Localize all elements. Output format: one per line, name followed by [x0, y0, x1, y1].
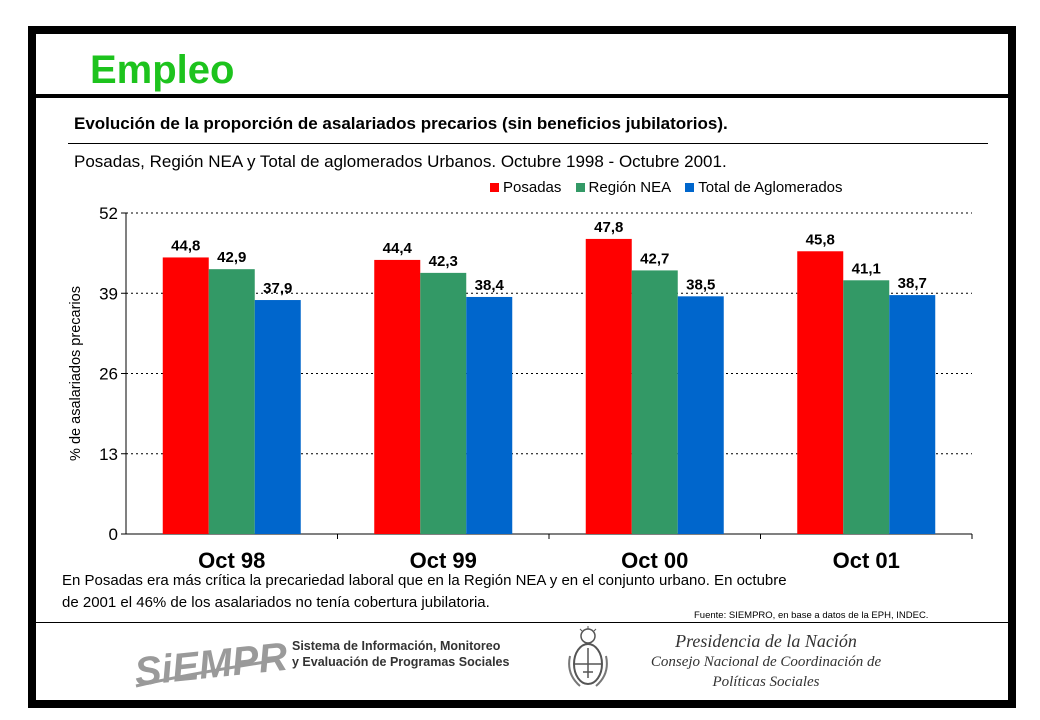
data-label-2-1: 42,7 — [640, 250, 669, 267]
legend-swatch-posadas — [490, 183, 499, 192]
bar-chart: 0 13 26 39 52 % de asalariados precarios Oct 9… — [68, 204, 973, 573]
x-tick-label-1: Oct 99 — [410, 548, 477, 573]
data-label-1-1: 42,3 — [429, 253, 458, 270]
bar-3-0 — [797, 251, 844, 534]
legend-swatch-total — [685, 183, 695, 192]
sistema-text: Sistema de Información, Monitoreo y Eval… — [292, 638, 509, 670]
sistema-line-2: y Evaluación de Programas Sociales — [292, 655, 510, 669]
national-crest-icon — [568, 626, 608, 687]
footer-divider — [36, 622, 1008, 623]
data-label-0-2: 37,9 — [263, 280, 292, 297]
legend-label-region-nea: Región NEA — [588, 179, 672, 196]
x-tick-label-3: Oct 01 — [833, 548, 900, 573]
legend-label-posadas: Posadas — [503, 179, 562, 196]
presidencia-line-2: Consejo Nacional de Coordinación de — [650, 654, 882, 670]
data-label-2-0: 47,8 — [594, 219, 623, 236]
y-tick-label-2: 26 — [99, 365, 118, 384]
chart-note: En Posadas era más crítica la precarieda… — [62, 572, 787, 611]
y-tick-label-0: 0 — [109, 525, 118, 544]
y-tick-label-3: 39 — [99, 284, 118, 303]
legend-item-posadas: Posadas — [490, 179, 561, 196]
data-label-3-0: 45,8 — [806, 231, 835, 248]
legend-item-total: Total de Aglomerados — [685, 179, 843, 196]
data-label-1-0: 44,4 — [383, 240, 413, 257]
data-label-0-0: 44,8 — [171, 237, 200, 254]
legend-swatch-region-nea — [575, 183, 585, 192]
legend-item-region-nea: Región NEA — [575, 179, 672, 196]
bar-1-1 — [420, 272, 467, 534]
data-label-3-2: 38,7 — [898, 275, 927, 292]
y-tick-label-1: 13 — [99, 445, 118, 464]
data-label-1-2: 38,4 — [475, 277, 505, 294]
bar-2-1 — [631, 270, 678, 534]
chart-subtitle: Evolución de la proporción de asalariado… — [74, 114, 728, 133]
presidencia-line-3: Políticas Sociales — [712, 674, 820, 690]
subtitle-divider — [68, 143, 988, 144]
title-divider — [36, 94, 1008, 98]
source-note: Fuente: SIEMPRO, en base a datos de la E… — [694, 610, 929, 621]
bar-3-2 — [889, 295, 936, 534]
bar-0-2 — [254, 300, 301, 534]
y-tick-label-4: 52 — [99, 204, 118, 223]
data-label-0-1: 42,9 — [217, 249, 246, 266]
legend-label-total: Total de Aglomerados — [698, 179, 843, 196]
slide-frame: Empleo Evolución de la proporción de asa… — [28, 26, 1016, 708]
chart-legend: Posadas Región NEA Total de Aglomerados — [490, 179, 853, 196]
chart-subtitle-detail: Posadas, Región NEA y Total de aglomerad… — [74, 152, 727, 171]
sistema-line-1: Sistema de Información, Monitoreo — [292, 639, 501, 653]
presidencia-line-1: Presidencia de la Nación — [675, 631, 857, 651]
bar-2-2 — [677, 296, 724, 534]
bar-3-1 — [843, 280, 890, 534]
data-label-3-1: 41,1 — [852, 260, 881, 277]
bar-0-0 — [162, 257, 209, 534]
bar-0-1 — [208, 269, 255, 534]
siempro-logo-swoosh — [135, 658, 279, 688]
data-label-2-2: 38,5 — [686, 276, 715, 293]
siempro-logo: SiEMPRO — [132, 632, 288, 694]
page-title: Empleo — [90, 48, 235, 92]
x-tick-label-0: Oct 98 — [198, 548, 265, 573]
presidencia-text: Presidencia de la Nación Consejo Naciona… — [616, 630, 916, 692]
y-axis-title: % de asalariados precarios — [68, 286, 84, 461]
bar-2-0 — [585, 238, 632, 534]
x-tick-label-2: Oct 00 — [621, 548, 688, 573]
bar-1-2 — [466, 296, 513, 534]
bar-1-0 — [374, 259, 421, 534]
